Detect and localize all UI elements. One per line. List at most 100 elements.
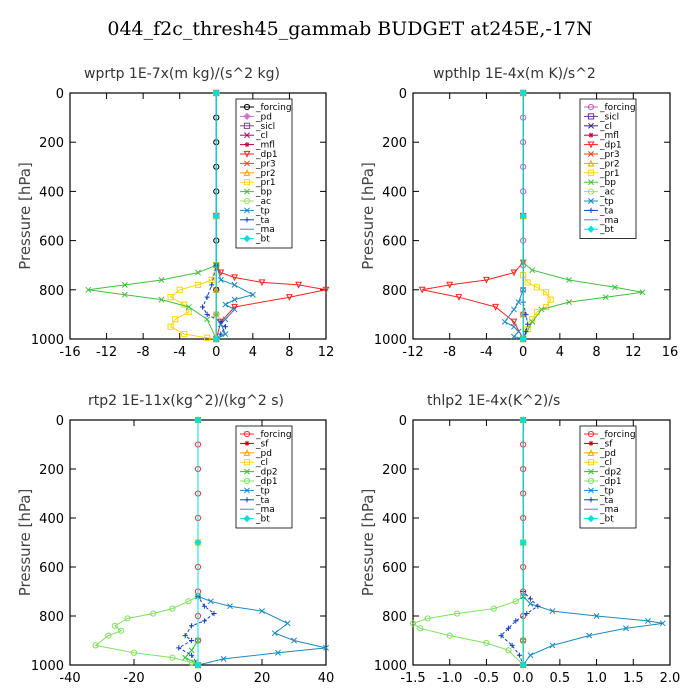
x-tick-label: -8 bbox=[443, 345, 456, 360]
data-point bbox=[185, 598, 192, 605]
y-axis-label: Pressure [hPa] bbox=[16, 489, 34, 597]
panel-wprtp: wprtp 1E-7x(m kg)/(s^2 kg) -16 -12 -8 -4 0 4 8 1… bbox=[16, 66, 334, 360]
data-point bbox=[645, 617, 651, 624]
series-line bbox=[522, 93, 552, 340]
data-point bbox=[512, 598, 519, 605]
data-point bbox=[231, 296, 238, 303]
data-point bbox=[519, 335, 527, 343]
legend-marker bbox=[243, 179, 251, 186]
series-ta bbox=[498, 417, 541, 668]
data-point bbox=[176, 645, 182, 651]
series-line bbox=[94, 420, 199, 666]
legend-label: _ma bbox=[599, 505, 619, 515]
data-point bbox=[194, 661, 202, 669]
x-tick-label: 4 bbox=[556, 345, 564, 360]
y-tick-label: 200 bbox=[382, 136, 407, 151]
data-point bbox=[586, 632, 593, 639]
legend-marker bbox=[588, 207, 594, 213]
data-point bbox=[505, 647, 512, 654]
data-point bbox=[492, 303, 500, 311]
y-tick-label: 200 bbox=[382, 463, 407, 478]
legend-label: _dp1 bbox=[255, 150, 278, 160]
legend-label: _ta bbox=[599, 206, 614, 216]
data-point bbox=[258, 279, 266, 287]
legend-label: _ma bbox=[255, 225, 275, 235]
series-line bbox=[202, 93, 227, 340]
series-bp bbox=[85, 90, 220, 342]
legend-marker bbox=[244, 142, 250, 148]
data-point bbox=[523, 329, 529, 335]
data-point bbox=[271, 630, 278, 637]
y-axis-label: Pressure [hPa] bbox=[16, 162, 34, 270]
data-point bbox=[483, 276, 490, 284]
data-point bbox=[188, 647, 195, 654]
data-point bbox=[291, 637, 297, 644]
legend-label: _pd bbox=[599, 449, 616, 459]
data-point bbox=[218, 319, 224, 325]
legend-box bbox=[579, 98, 637, 240]
data-point bbox=[227, 603, 233, 610]
y-tick-label: 1000 bbox=[31, 659, 64, 674]
legend-marker bbox=[244, 497, 250, 503]
legend-marker bbox=[587, 477, 595, 485]
x-tick-label: 2.0 bbox=[660, 671, 681, 686]
panel-rtp2: rtp2 1E-11x(kg^2)/(kg^2 s)-40 -20 0 20 40020… bbox=[16, 393, 334, 686]
legend-marker bbox=[587, 159, 595, 167]
legend-label: _mfl bbox=[599, 131, 619, 141]
data-point bbox=[185, 304, 192, 310]
y-tick-label: 800 bbox=[39, 284, 64, 299]
legend: _forcing_sf_pd_cl_dp2_dp1_tp_ta_ma_bt bbox=[579, 425, 637, 529]
panel-title: wpthlp 1E-4x(m K)/s^2 bbox=[433, 66, 596, 82]
data-point bbox=[523, 311, 529, 317]
data-point bbox=[167, 323, 174, 330]
panel-title: wprtp 1E-7x(m kg)/(s^2 kg) bbox=[84, 66, 280, 82]
data-point bbox=[295, 281, 302, 289]
legend-marker bbox=[587, 459, 595, 466]
legend-marker bbox=[587, 430, 595, 438]
x-tick-label: 20 bbox=[254, 671, 271, 686]
x-tick-label: 8 bbox=[592, 345, 600, 360]
x-tick-label: -1.5 bbox=[400, 671, 425, 686]
y-tick-label: 800 bbox=[382, 284, 407, 299]
data-point bbox=[167, 294, 174, 301]
series-tp bbox=[213, 90, 256, 342]
y-tick-label: 1000 bbox=[31, 333, 64, 348]
data-point bbox=[529, 318, 536, 325]
legend-label: _tp bbox=[255, 206, 270, 216]
data-point bbox=[220, 655, 227, 662]
legend-label: _pr2 bbox=[599, 159, 620, 169]
legend-label: _pr2 bbox=[255, 169, 276, 179]
y-tick-label: 800 bbox=[382, 610, 407, 625]
x-tick-label: -0.5 bbox=[474, 671, 499, 686]
data-point bbox=[510, 318, 518, 326]
y-tick-label: 1000 bbox=[374, 659, 407, 674]
legend-label: _pr3 bbox=[599, 150, 620, 160]
y-tick-label: 600 bbox=[382, 561, 407, 576]
legend-marker bbox=[243, 459, 251, 466]
y-tick-label: 0 bbox=[399, 87, 407, 102]
data-point bbox=[519, 538, 527, 547]
legend-marker bbox=[587, 449, 595, 456]
legend-marker bbox=[587, 141, 595, 149]
data-point bbox=[417, 625, 424, 632]
x-tick-label: 0.5 bbox=[550, 671, 571, 686]
data-point bbox=[483, 639, 490, 647]
series-line bbox=[411, 420, 524, 666]
data-point bbox=[286, 294, 293, 301]
x-tick-label: -12 bbox=[96, 345, 117, 360]
x-tick-label: -4 bbox=[480, 345, 493, 360]
data-point bbox=[549, 642, 556, 649]
data-point bbox=[409, 620, 417, 627]
data-point bbox=[195, 269, 201, 276]
data-point bbox=[204, 294, 210, 300]
x-tick-label: 12 bbox=[318, 345, 335, 360]
data-point bbox=[519, 661, 527, 669]
data-point bbox=[566, 299, 572, 306]
legend-label: _mfl bbox=[255, 141, 275, 151]
legend: _forcing_pd_sicl_cl_mfl_dp1_pr3_pr2_pr1_… bbox=[235, 98, 293, 249]
legend-label: _pd bbox=[255, 112, 272, 122]
legend-label: _bt bbox=[599, 515, 614, 525]
series-line bbox=[197, 420, 327, 666]
x-tick-label: -1.0 bbox=[437, 671, 462, 686]
legend-label: _forcing bbox=[255, 430, 292, 440]
